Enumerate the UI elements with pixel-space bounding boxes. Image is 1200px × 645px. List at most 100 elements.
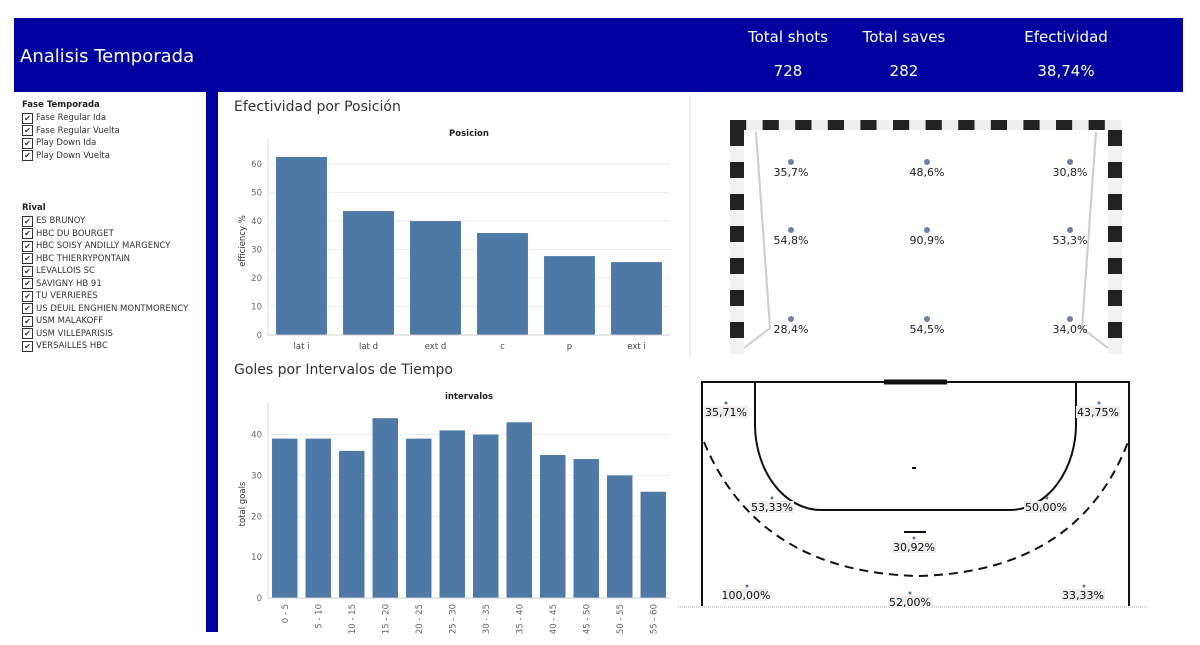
crossbar-stripe	[893, 120, 910, 130]
post-stripe	[730, 338, 744, 354]
filter-label: Fase Regular Ida	[36, 113, 107, 124]
post-stripe	[730, 274, 744, 290]
x-tick-label: 45 - 50	[582, 604, 592, 634]
filter-title: Fase Temporada	[22, 100, 100, 110]
bar	[611, 262, 662, 335]
filter-item[interactable]: ✔ Fase Regular Vuelta	[22, 125, 120, 138]
bar	[473, 434, 499, 598]
bar	[573, 459, 599, 598]
x-tick-label: 0 - 5	[281, 604, 291, 623]
zone-dot	[724, 401, 728, 405]
checkbox[interactable]: ✔	[22, 315, 33, 327]
charts: Efectividad por Posición Posicion efficien…	[234, 95, 1148, 634]
filter-item[interactable]: ✔ HBC DU BOURGET	[22, 228, 188, 241]
crossbar-stripe	[730, 120, 747, 130]
x-tick-label: 5 - 10	[314, 604, 324, 629]
crossbar-stripe	[860, 120, 877, 130]
filter-label: USM MALAKOFF	[36, 316, 104, 327]
bar	[406, 438, 432, 598]
x-tick-label: 10 - 15	[348, 604, 358, 634]
filter-label: SAVIGNY HB 91	[36, 278, 102, 289]
label-bg	[892, 541, 936, 553]
checkbox[interactable]: ✔	[22, 340, 33, 352]
bar	[343, 211, 394, 335]
filter-item[interactable]: ✔ VERSAILLES HBC	[22, 340, 188, 353]
checkbox[interactable]: ✔	[22, 303, 33, 315]
zone-dot	[788, 227, 794, 233]
post-stripe	[1108, 338, 1122, 354]
checkbox[interactable]: ✔	[22, 137, 33, 149]
bar	[540, 454, 566, 598]
crossbar-stripe	[778, 120, 796, 130]
x-tick-label: 35 - 40	[515, 604, 525, 634]
crossbar-stripe	[974, 120, 991, 130]
nine-m	[703, 441, 1129, 578]
bar	[276, 156, 327, 335]
x-tick-label: c	[500, 342, 505, 352]
post-stripe	[730, 322, 744, 338]
filter-label: ES BRUNOY	[36, 216, 86, 227]
zone-dot	[924, 159, 930, 165]
filter-item[interactable]: ✔ HBC THIERRYPONTAIN	[22, 253, 188, 266]
filter-item[interactable]: ✔ USM MALAKOFF	[22, 315, 188, 328]
kpi: Total saves 282	[844, 28, 964, 80]
chart-title: Efectividad por Posición	[234, 99, 401, 115]
chart-subtitle: intervalos	[445, 392, 493, 402]
filter-item[interactable]: ✔ HBC SOISY ANDILLY MARGENCY	[22, 240, 188, 253]
filter-label: Play Down Vuelta	[36, 150, 110, 161]
filter-item[interactable]: ✔ Fase Regular Ida	[22, 112, 120, 125]
goal-zone-label: 30,8%	[1053, 166, 1088, 179]
x-tick-label: 30 - 35	[482, 604, 492, 634]
checkbox[interactable]: ✔	[22, 240, 33, 252]
post-stripe	[730, 306, 744, 322]
zone-dot	[788, 159, 794, 165]
filter-group: Rival ✔ ES BRUNOY ✔ HBC DU BOURGET ✔ HBC SOISY…	[22, 203, 188, 353]
checkbox[interactable]: ✔	[22, 228, 33, 240]
bar	[607, 475, 633, 598]
crossbar-stripe	[941, 120, 959, 130]
kpi-value: 728	[773, 62, 803, 80]
y-tick-label: 0	[257, 331, 262, 341]
checkbox[interactable]: ✔	[22, 265, 33, 277]
checkbox[interactable]: ✔	[22, 215, 33, 227]
bar	[410, 221, 461, 335]
checkbox[interactable]: ✔	[22, 112, 33, 124]
x-tick-label: 50 - 55	[616, 604, 626, 634]
header: Analisis Temporada Total shots 728 Total s…	[14, 18, 1183, 92]
filter-item[interactable]: ✔ LEVALLOIS SC	[22, 265, 188, 278]
bar	[439, 430, 465, 598]
zone-dot	[924, 316, 930, 322]
filter-item[interactable]: ✔ SAVIGNY HB 91	[22, 278, 188, 291]
y-tick-label: 30	[251, 246, 262, 256]
checkbox[interactable]: ✔	[22, 253, 33, 265]
crossbar-stripe	[958, 120, 975, 130]
filter-group: Fase Temporada ✔ Fase Regular Ida ✔ Fase Reg…	[22, 100, 120, 162]
court-zone-label: 43,75%	[1077, 406, 1119, 419]
checkbox[interactable]: ✔	[22, 125, 33, 137]
post-stripe	[1108, 178, 1122, 194]
filter-item[interactable]: ✔ USM VILLEPARISIS	[22, 328, 188, 341]
filter-item[interactable]: ✔ ES BRUNOY	[22, 215, 188, 228]
crossbar-stripe	[990, 120, 1008, 130]
zone-dot	[745, 584, 749, 588]
court-zone-label: 53,33%	[751, 501, 793, 514]
bar	[506, 422, 532, 598]
zone-dot	[912, 536, 916, 540]
y-tick-label: 50	[251, 189, 262, 199]
crossbar-stripe	[909, 120, 926, 130]
zone-dot	[1045, 496, 1049, 500]
post-stripe	[730, 146, 744, 162]
checkbox[interactable]: ✔	[22, 328, 33, 340]
y-axis-label: efficiency %	[238, 215, 248, 267]
filter-item[interactable]: ✔ US DEUIL ENGHIEN MONTMORENCY	[22, 303, 188, 316]
checkbox[interactable]: ✔	[22, 290, 33, 302]
bar	[372, 418, 398, 598]
x-tick-label: 20 - 25	[415, 604, 425, 634]
post-stripe	[730, 242, 744, 258]
filter-item[interactable]: ✔ Play Down Vuelta	[22, 150, 120, 163]
checkbox[interactable]: ✔	[22, 150, 33, 162]
bar	[339, 450, 365, 598]
checkbox[interactable]: ✔	[22, 278, 33, 290]
filter-item[interactable]: ✔ TU VERRIERES	[22, 290, 188, 303]
filter-item[interactable]: ✔ Play Down Ida	[22, 137, 120, 150]
